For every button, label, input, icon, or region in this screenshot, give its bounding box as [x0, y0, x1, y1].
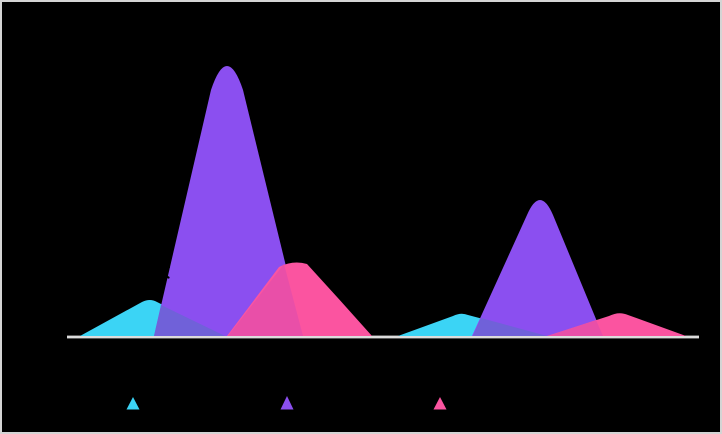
overlap-region-4: [548, 320, 603, 336]
legend-marker-series-2: [280, 396, 294, 410]
density-area-series-2-peak1: [154, 66, 303, 336]
overlap-region-1: [154, 305, 225, 336]
legend-marker-series-1: [126, 397, 140, 410]
overlap-region-2: [228, 264, 303, 336]
legend-marker-series-3: [433, 397, 447, 410]
density-area-series-2-peak2: [472, 200, 603, 336]
overlap-region-3: [473, 318, 547, 336]
x-axis-line: [67, 335, 699, 339]
hidden-text-artifact: [163, 265, 171, 279]
